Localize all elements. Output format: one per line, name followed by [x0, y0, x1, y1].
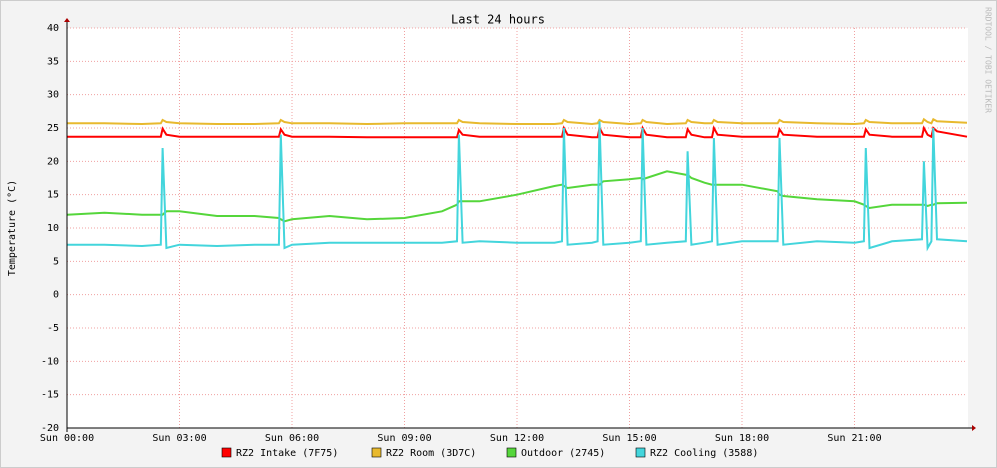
legend: RZ2 Intake (7F75) RZ2 Room (3D7C) Outdoor …: [221, 447, 758, 459]
x-tick-label: Sun 12:00: [490, 433, 544, 444]
y-arrow: [64, 18, 70, 22]
watermark: RRDTOOL / TOBI OETIKER: [984, 7, 993, 113]
x-tick-label: Sun 15:00: [602, 433, 656, 444]
y-tick-label: 40: [47, 23, 59, 34]
y-tick-label: 35: [47, 56, 59, 67]
y-tick-label: 5: [53, 256, 59, 267]
legend-swatch: [371, 447, 382, 458]
y-tick-label: -20: [41, 423, 59, 434]
legend-label: Outdoor (2745): [521, 448, 605, 459]
y-tick-label: -5: [47, 323, 59, 334]
y-tick-label: -10: [41, 356, 59, 367]
x-tick-label: Sun 21:00: [827, 433, 881, 444]
y-tick-label: 15: [47, 190, 59, 201]
y-tick-label: 20: [47, 156, 59, 167]
legend-label: RZ2 Intake (7F75): [236, 448, 338, 459]
legend-swatch: [506, 447, 517, 458]
legend-label: RZ2 Room (3D7C): [386, 448, 476, 459]
legend-label: RZ2 Cooling (3588): [650, 448, 758, 459]
x-tick-label: Sun 03:00: [152, 433, 206, 444]
x-tick-label: Sun 18:00: [715, 433, 769, 444]
series-line: [67, 125, 968, 139]
y-tick-label: 30: [47, 90, 59, 101]
y-tick-label: 25: [47, 123, 59, 134]
lines: [66, 117, 968, 252]
y-tick-label: 10: [47, 223, 59, 234]
x-tick-label: Sun 00:00: [40, 433, 94, 444]
legend-swatch: [221, 447, 232, 458]
chart-title: Last 24 hours: [451, 13, 545, 27]
x-tick-label: Sun 06:00: [265, 433, 319, 444]
y-tick-label: -15: [41, 390, 59, 401]
grid: [66, 27, 967, 429]
y-tick-label: 0: [53, 290, 59, 301]
y-axis-label: Temperature (°C): [7, 180, 18, 276]
legend-swatch: [635, 447, 646, 458]
x-tick-label: Sun 09:00: [377, 433, 431, 444]
series-line: [67, 121, 968, 252]
x-arrow: [972, 425, 976, 431]
series-line: [67, 117, 968, 126]
